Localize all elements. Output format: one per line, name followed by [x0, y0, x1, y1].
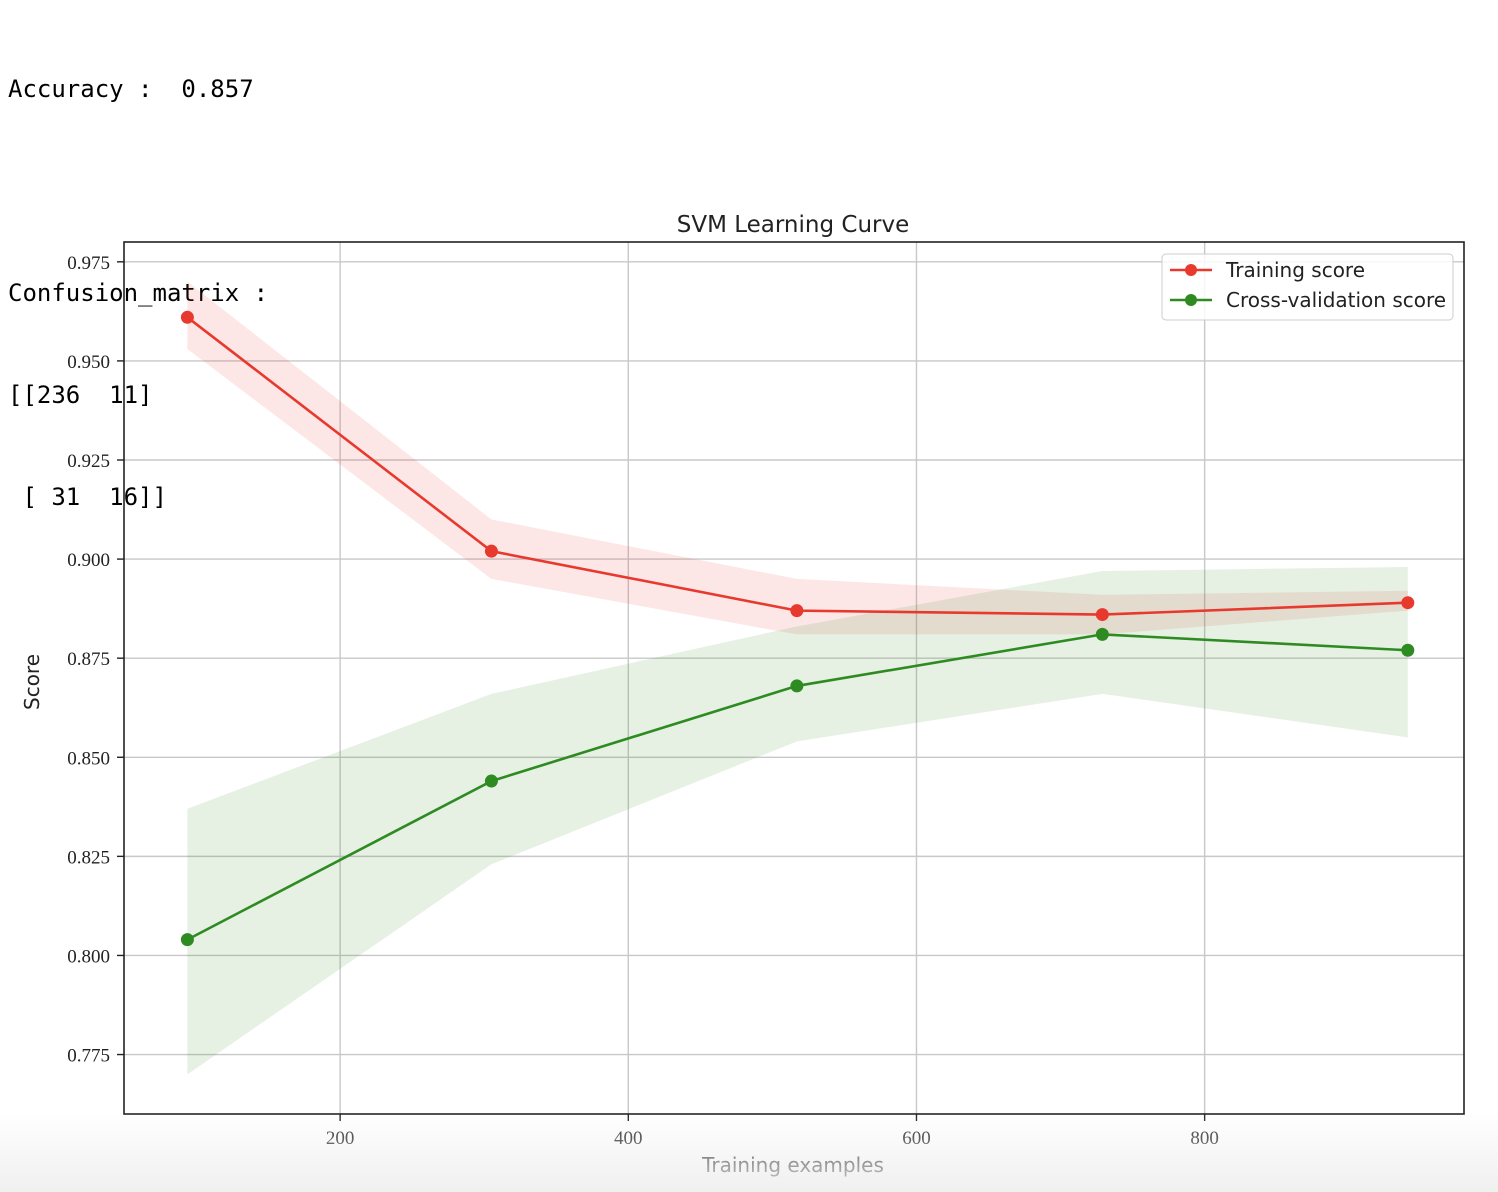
y-axis-ticks: 0.775 0.800 0.825 0.850 0.875 0.900 0.925 0.950…	[67, 253, 124, 1067]
x-axis-ticks: 200 400 600 800	[326, 1114, 1219, 1149]
legend: Training score Cross-validation score	[1161, 253, 1454, 321]
y-axis-label: Score	[20, 654, 44, 710]
training-score-point	[484, 544, 498, 558]
confusion-matrix-row-2: [ 31 16]]	[8, 483, 167, 511]
cv-score-point	[484, 774, 498, 788]
cv-score-point	[790, 679, 804, 693]
y-tick-label: 0.875	[67, 649, 110, 670]
y-tick-label: 0.900	[67, 550, 110, 571]
y-tick-label: 0.925	[67, 451, 110, 472]
y-tick-label: 0.975	[67, 253, 110, 274]
x-tick-label: 600	[902, 1128, 931, 1149]
cv-score-point	[1095, 627, 1109, 641]
training-score-point	[1095, 608, 1109, 622]
legend-marker-cv	[1185, 294, 1197, 306]
legend-label-cv: Cross-validation score	[1226, 288, 1446, 312]
cv-confidence-band	[187, 567, 1408, 1075]
y-tick-label: 0.775	[67, 1046, 110, 1067]
accuracy-line: Accuracy : 0.857	[8, 75, 254, 103]
confusion-matrix-row-1: [[236 11]	[8, 381, 153, 409]
y-tick-label: 0.800	[67, 946, 110, 967]
y-tick-label: 0.825	[67, 847, 110, 868]
learning-curve-chart: SVM Learning Curve 200 400 600 800 0.775 0.8…	[20, 212, 1465, 1177]
x-tick-label: 800	[1190, 1128, 1219, 1149]
legend-label-training: Training score	[1225, 258, 1365, 282]
x-axis-label: Training examples	[701, 1153, 884, 1177]
chart-title: SVM Learning Curve	[677, 212, 910, 238]
cv-score-point	[180, 933, 194, 947]
x-tick-label: 200	[326, 1128, 355, 1149]
legend-marker-training	[1185, 264, 1197, 276]
y-tick-label: 0.850	[67, 748, 110, 769]
training-score-point	[1401, 596, 1415, 610]
training-score-point	[790, 604, 804, 618]
legend-box	[1161, 253, 1454, 321]
series-points	[180, 310, 1415, 947]
console-output: Accuracy : 0.857 Confusion_matrix : [[23…	[8, 4, 268, 548]
training-score-point	[180, 310, 194, 324]
cv-score-point	[1401, 643, 1415, 657]
x-tick-label: 400	[614, 1128, 643, 1149]
y-tick-label: 0.950	[67, 352, 110, 373]
